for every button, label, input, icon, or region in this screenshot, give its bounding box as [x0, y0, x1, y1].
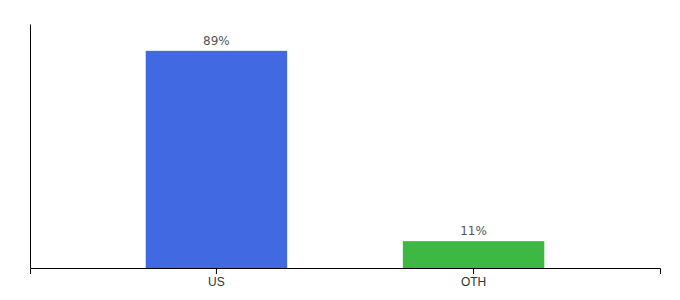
- data-labels: 89% 11%: [203, 34, 487, 238]
- x-tick: US: [208, 268, 225, 289]
- data-label: 89%: [203, 34, 230, 48]
- plot-area: US OTH 89% 11%: [31, 25, 661, 289]
- bars: [146, 51, 545, 268]
- bar: [403, 241, 544, 268]
- chart-svg: US OTH 89% 11%: [0, 0, 680, 300]
- bar: [146, 51, 287, 268]
- data-label: 11%: [460, 224, 487, 238]
- x-tick: OTH: [461, 268, 486, 289]
- x-axis: US OTH: [31, 268, 661, 289]
- x-tick-mark: [216, 268, 217, 274]
- x-tick-mark: [473, 268, 474, 274]
- y-axis-line: [30, 25, 31, 269]
- x-tick-label: US: [208, 275, 225, 289]
- x-tick-label: OTH: [461, 275, 486, 289]
- y-axis: [30, 25, 31, 269]
- x-axis-line: [31, 269, 661, 275]
- chart-container: US OTH 89% 11%: [0, 0, 680, 300]
